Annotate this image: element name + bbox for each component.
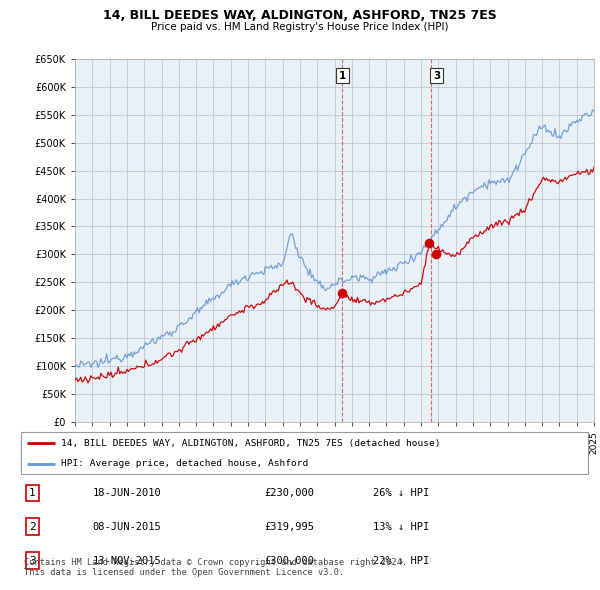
Text: 14, BILL DEEDES WAY, ALDINGTON, ASHFORD, TN25 7ES (detached house): 14, BILL DEEDES WAY, ALDINGTON, ASHFORD,… (61, 438, 440, 448)
Text: 18-JUN-2010: 18-JUN-2010 (92, 488, 161, 498)
Text: 13-NOV-2015: 13-NOV-2015 (92, 556, 161, 566)
Point (338, 289, 347, 298)
Text: £230,000: £230,000 (265, 488, 314, 498)
Point (431, 250, 441, 259)
Point (424, 238, 433, 248)
Text: 1: 1 (339, 71, 346, 81)
Text: 22% ↓ HPI: 22% ↓ HPI (373, 556, 430, 566)
Text: £300,000: £300,000 (265, 556, 314, 566)
Text: HPI: Average price, detached house, Ashford: HPI: Average price, detached house, Ashf… (61, 460, 308, 468)
Text: 1: 1 (29, 488, 36, 498)
Text: Contains HM Land Registry data © Crown copyright and database right 2024.
This d: Contains HM Land Registry data © Crown c… (24, 558, 407, 577)
Text: 2: 2 (29, 522, 36, 532)
Text: 14, BILL DEEDES WAY, ALDINGTON, ASHFORD, TN25 7ES: 14, BILL DEEDES WAY, ALDINGTON, ASHFORD,… (103, 9, 497, 22)
FancyBboxPatch shape (21, 432, 588, 474)
Text: Price paid vs. HM Land Registry's House Price Index (HPI): Price paid vs. HM Land Registry's House … (151, 22, 449, 32)
Text: 3: 3 (29, 556, 36, 566)
Text: 08-JUN-2015: 08-JUN-2015 (92, 522, 161, 532)
Text: 3: 3 (433, 71, 440, 81)
Text: £319,995: £319,995 (265, 522, 314, 532)
Text: 26% ↓ HPI: 26% ↓ HPI (373, 488, 430, 498)
Text: 13% ↓ HPI: 13% ↓ HPI (373, 522, 430, 532)
